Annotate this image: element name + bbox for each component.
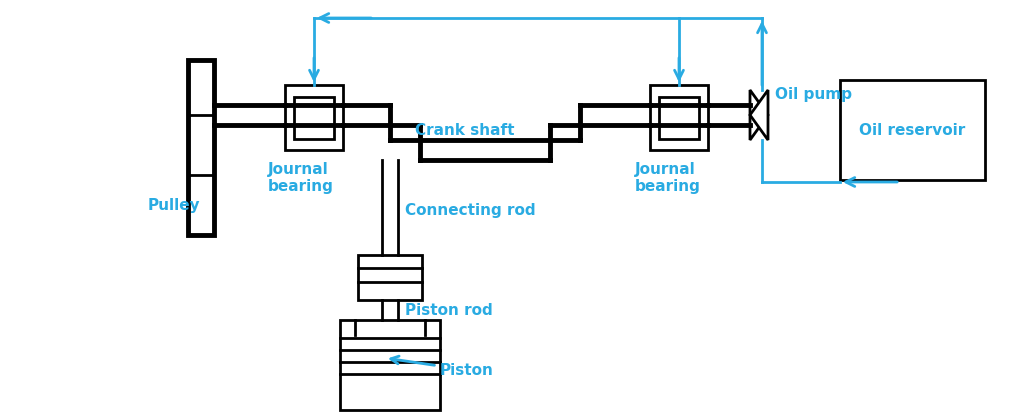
Bar xyxy=(659,97,699,139)
Bar xyxy=(840,80,985,180)
Bar xyxy=(285,85,343,150)
Text: Pulley: Pulley xyxy=(148,197,201,212)
Bar xyxy=(340,320,440,410)
Text: Oil reservoir: Oil reservoir xyxy=(859,122,966,137)
Bar xyxy=(358,255,422,300)
Bar xyxy=(650,85,708,150)
Text: Journal
bearing: Journal bearing xyxy=(268,162,334,194)
Bar xyxy=(294,97,334,139)
Text: Oil pump: Oil pump xyxy=(775,88,852,103)
Text: Piston rod: Piston rod xyxy=(406,303,493,318)
Polygon shape xyxy=(750,90,768,140)
Polygon shape xyxy=(750,90,768,140)
Text: Piston: Piston xyxy=(391,356,494,378)
Text: Journal
bearing: Journal bearing xyxy=(635,162,700,194)
Text: Connecting rod: Connecting rod xyxy=(406,202,536,217)
Bar xyxy=(188,60,214,235)
Text: Crank shaft: Crank shaft xyxy=(415,123,514,138)
